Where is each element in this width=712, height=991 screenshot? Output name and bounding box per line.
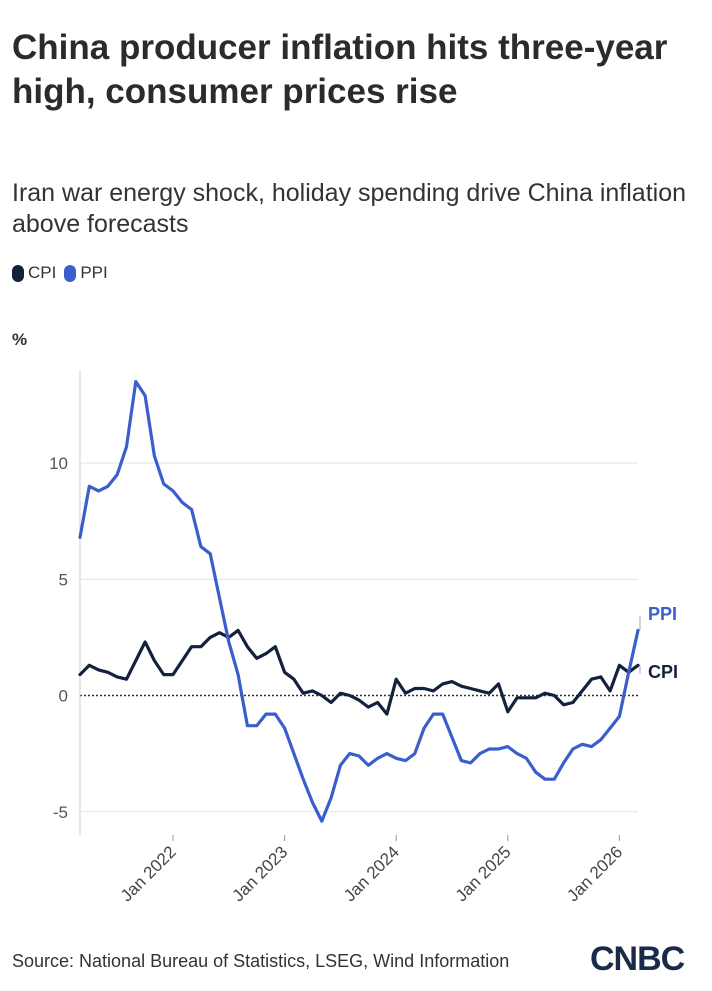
series-line-ppi	[78, 380, 640, 823]
chart-title: China producer inflation hits three-year…	[12, 28, 668, 111]
legend-item-ppi: PPI	[64, 263, 108, 283]
x-tick-label: Jan 2023	[229, 842, 292, 905]
y-tick-label: -5	[53, 803, 68, 822]
x-tick-label: Jan 2025	[452, 842, 515, 905]
y-tick-label: 0	[59, 687, 68, 706]
end-label-cpi: CPI	[648, 662, 678, 682]
cnbc-logo: CNBC	[590, 940, 685, 978]
end-label-ppi: PPI	[648, 604, 677, 624]
legend-label-cpi: CPI	[28, 263, 57, 282]
legend-label-ppi: PPI	[80, 263, 108, 282]
x-tick-label: Jan 2026	[563, 842, 626, 905]
x-tick-label: Jan 2022	[117, 842, 180, 905]
y-axis-unit-label: %	[12, 330, 28, 349]
legend-swatch-cpi	[12, 264, 24, 282]
series-line-cpi	[78, 628, 640, 716]
y-tick-label: 5	[59, 570, 68, 589]
source-note: Source: National Bureau of Statistics, L…	[12, 951, 510, 971]
legend-swatch-ppi	[64, 264, 77, 282]
chart-subtitle: Iran war energy shock, holiday spending …	[12, 179, 686, 238]
legend-item-cpi: CPI	[12, 263, 56, 283]
x-tick-label: Jan 2024	[340, 842, 403, 905]
line-chart: -5 0 5 10 Jan 2022 Jan 2023 Jan 2024 Jan 2025 Ja…	[49, 370, 678, 905]
y-tick-label: 10	[49, 454, 68, 473]
legend: CPI PPI	[12, 262, 116, 284]
